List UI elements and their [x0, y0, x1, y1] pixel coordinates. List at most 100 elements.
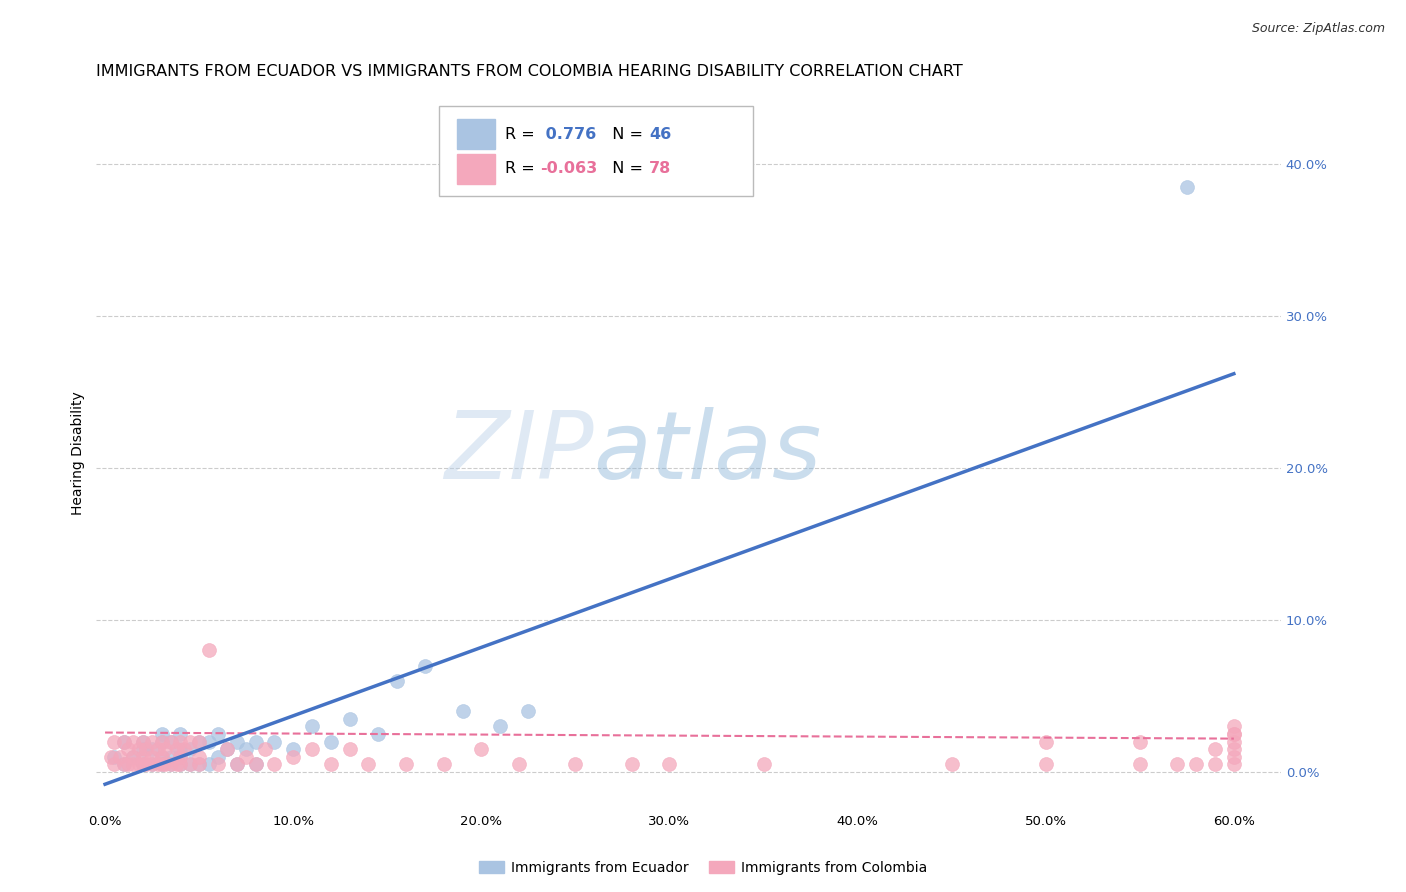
Point	[235, 742, 257, 756]
Point	[1223, 742, 1246, 756]
Point	[179, 734, 201, 748]
Point	[207, 757, 229, 772]
Point	[283, 750, 305, 764]
Point	[489, 719, 512, 733]
Point	[188, 757, 211, 772]
Point	[169, 742, 191, 756]
Point	[245, 757, 267, 772]
Point	[166, 742, 188, 756]
Point	[517, 704, 540, 718]
Point	[1185, 757, 1208, 772]
Point	[150, 727, 173, 741]
Point	[160, 757, 183, 772]
Point	[150, 734, 173, 748]
Point	[339, 742, 361, 756]
Point	[146, 742, 169, 756]
Point	[620, 757, 643, 772]
Point	[319, 757, 342, 772]
Point	[413, 658, 436, 673]
Point	[197, 734, 219, 748]
Point	[179, 757, 201, 772]
Point	[253, 742, 276, 756]
Point	[103, 734, 125, 748]
Point	[1035, 734, 1057, 748]
Point	[263, 757, 285, 772]
Point	[131, 757, 153, 772]
Point	[160, 750, 183, 764]
Point	[131, 742, 153, 756]
Point	[941, 757, 963, 772]
Point	[451, 704, 474, 718]
Point	[1223, 734, 1246, 748]
Point	[173, 742, 195, 756]
Y-axis label: Hearing Disability: Hearing Disability	[72, 391, 86, 515]
Point	[160, 734, 183, 748]
Text: ZIP: ZIP	[444, 408, 593, 499]
Point	[1223, 750, 1246, 764]
Point	[169, 757, 191, 772]
Point	[155, 757, 177, 772]
Text: 46: 46	[650, 127, 672, 142]
Point	[128, 757, 150, 772]
Point	[283, 742, 305, 756]
FancyBboxPatch shape	[457, 154, 495, 184]
Point	[103, 750, 125, 764]
Text: IMMIGRANTS FROM ECUADOR VS IMMIGRANTS FROM COLOMBIA HEARING DISABILITY CORRELATI: IMMIGRANTS FROM ECUADOR VS IMMIGRANTS FR…	[96, 64, 962, 79]
Point	[169, 757, 191, 772]
Point	[169, 734, 191, 748]
Point	[385, 673, 408, 688]
Point	[207, 750, 229, 764]
Point	[122, 734, 145, 748]
Point	[225, 757, 247, 772]
Text: R =: R =	[505, 127, 540, 142]
Point	[1223, 719, 1246, 733]
Point	[1204, 757, 1226, 772]
Point	[135, 757, 157, 772]
Point	[135, 742, 157, 756]
Point	[225, 734, 247, 748]
Point	[128, 742, 150, 756]
Point	[217, 742, 239, 756]
Point	[166, 757, 188, 772]
Text: 78: 78	[650, 161, 672, 177]
Point	[141, 757, 163, 772]
Point	[141, 750, 163, 764]
Point	[103, 757, 125, 772]
Point	[155, 742, 177, 756]
Point	[131, 757, 153, 772]
Point	[141, 734, 163, 748]
Point	[122, 750, 145, 764]
Point	[169, 750, 191, 764]
Text: R =: R =	[505, 161, 540, 177]
Point	[217, 742, 239, 756]
Point	[1175, 179, 1198, 194]
Point	[197, 643, 219, 657]
Point	[207, 727, 229, 741]
Point	[141, 742, 163, 756]
Point	[112, 734, 135, 748]
Text: N =: N =	[602, 127, 648, 142]
Point	[122, 750, 145, 764]
Text: -0.063: -0.063	[540, 161, 598, 177]
Point	[150, 734, 173, 748]
Point	[1223, 727, 1246, 741]
Point	[225, 757, 247, 772]
Point	[117, 742, 139, 756]
Point	[188, 734, 211, 748]
Point	[470, 742, 492, 756]
Point	[245, 734, 267, 748]
Text: Source: ZipAtlas.com: Source: ZipAtlas.com	[1251, 22, 1385, 36]
Point	[179, 757, 201, 772]
Point	[188, 734, 211, 748]
Point	[169, 750, 191, 764]
Point	[752, 757, 775, 772]
Point	[112, 757, 135, 772]
Point	[131, 750, 153, 764]
Point	[108, 750, 131, 764]
Point	[188, 750, 211, 764]
Point	[117, 757, 139, 772]
Point	[169, 727, 191, 741]
Point	[131, 734, 153, 748]
Text: 0.776: 0.776	[540, 127, 596, 142]
Point	[150, 750, 173, 764]
